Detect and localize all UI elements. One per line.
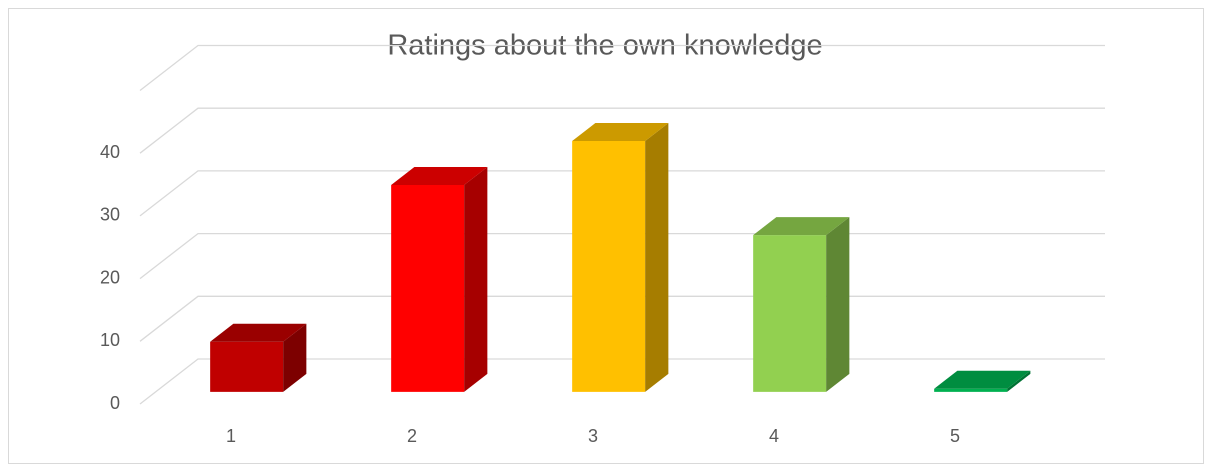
bar-side: [283, 323, 307, 392]
bar: [210, 323, 307, 392]
y-tick-label: 40: [100, 142, 120, 162]
y-tick-label: 10: [100, 330, 120, 350]
bar-front: [753, 235, 827, 392]
y-tick-label: 0: [110, 393, 120, 413]
bar-top: [934, 370, 1031, 389]
bar-side: [645, 123, 669, 392]
bar: [934, 370, 1031, 392]
bar: [753, 217, 850, 392]
bar-front: [934, 388, 1008, 392]
x-tick-label: 2: [407, 426, 417, 446]
y-tick-label: 20: [100, 267, 120, 287]
bar: [391, 166, 488, 392]
bar-top: [210, 323, 307, 342]
x-tick-label: 3: [588, 426, 598, 446]
bar-front: [391, 184, 465, 392]
bar-top: [572, 123, 669, 142]
grid-line: [139, 44, 1105, 92]
bar-side: [826, 217, 850, 392]
bar-top: [753, 217, 850, 236]
x-tick-label: 1: [226, 426, 236, 446]
bar-side: [1007, 370, 1031, 392]
x-tick-label: 5: [950, 426, 960, 446]
bar-front: [572, 141, 646, 392]
x-tick-label: 4: [769, 426, 779, 446]
grid-line: [139, 170, 1105, 217]
bar-front: [210, 341, 284, 392]
bar-side: [464, 166, 488, 392]
y-tick-label: 30: [100, 205, 120, 225]
bar: [572, 123, 669, 392]
bar-top: [391, 166, 488, 185]
grid-line: [139, 107, 1105, 154]
